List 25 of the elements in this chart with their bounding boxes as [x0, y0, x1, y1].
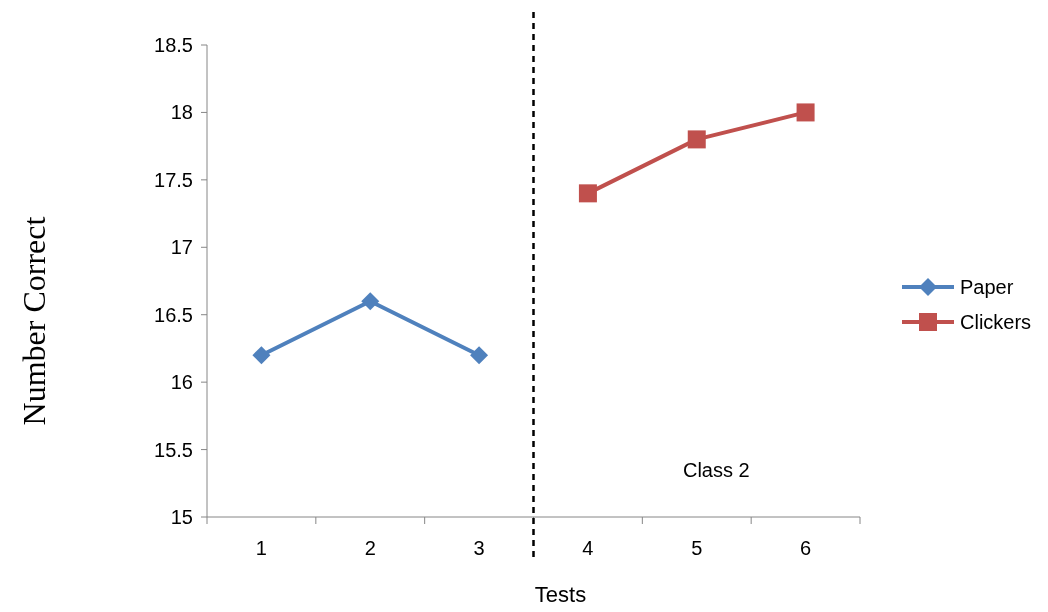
point: [687, 130, 706, 149]
point: [796, 103, 815, 122]
x-tick-label: 5: [691, 537, 703, 559]
y-tick-label: 15.5: [154, 438, 193, 461]
legend-label: Clickers: [960, 311, 1032, 333]
y-tick-label: 17: [170, 236, 193, 259]
x-tick-label: 3: [473, 537, 485, 559]
annotation: Class 2: [682, 459, 750, 481]
x-tick-label: 2: [364, 537, 376, 559]
x-tick-label: 1: [255, 537, 267, 559]
y-axis-title: Number Correct: [16, 216, 52, 426]
y-tick-label: 17.5: [154, 168, 193, 191]
point: [470, 346, 489, 365]
y-tick-label: 15: [170, 506, 193, 528]
y-tick-label: 16.5: [154, 303, 193, 326]
x-tick-label: 6: [800, 537, 812, 559]
point: [252, 346, 271, 365]
y-tick-label: 18: [170, 101, 193, 124]
y-tick-label: 18.5: [154, 34, 193, 56]
x-tick-label: 4: [582, 537, 594, 559]
legend-label: Paper: [960, 276, 1014, 298]
point: [361, 292, 380, 311]
point: [578, 184, 597, 203]
x-axis-title: Tests: [534, 582, 587, 607]
y-tick-label: 16: [170, 371, 193, 394]
